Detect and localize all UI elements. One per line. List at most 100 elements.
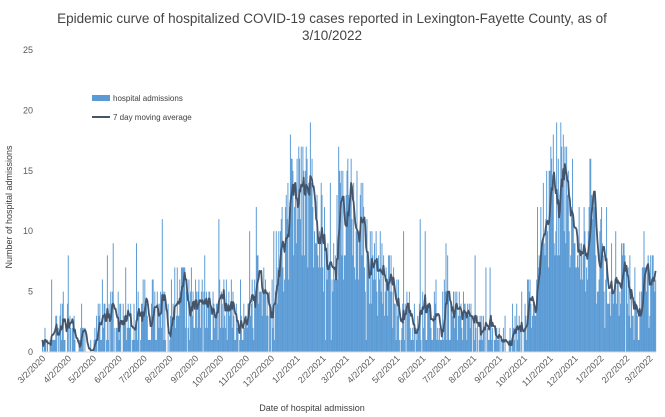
bar-admissions [401,327,403,352]
bar-admissions [616,303,618,352]
bar-admissions [153,315,155,352]
bar-admissions [223,279,225,352]
bar-admissions [239,339,241,352]
bar-admissions [602,255,604,352]
bar-admissions [149,339,151,352]
bar-admissions [595,255,597,352]
bar-admissions [306,158,308,352]
bar-admissions [106,255,108,352]
bar-admissions [533,303,535,352]
bar-admissions [128,327,130,352]
bar-admissions [253,339,255,352]
bar-admissions [525,315,527,352]
bar-admissions [631,291,633,352]
bar-admissions [179,279,181,352]
bar-admissions [632,315,634,352]
bar-admissions [379,231,381,352]
bar-admissions [67,255,69,352]
bar-admissions [319,267,321,352]
bar-admissions [171,327,173,352]
bar-admissions [411,339,413,352]
bar-admissions [248,303,250,352]
bar-admissions [219,279,221,352]
bar-admissions [509,327,511,352]
bar-admissions [403,231,405,352]
bar-admissions [383,255,385,352]
bar-admissions [408,291,410,352]
bar-admissions [470,303,472,352]
bar-admissions [560,122,562,352]
bar-admissions [324,339,326,352]
bar-admissions [517,327,519,352]
bar-admissions [593,194,595,352]
bar-admissions [175,327,177,352]
bar-admissions [227,303,229,352]
bar-admissions [274,291,276,352]
bar-admissions [141,303,142,352]
bar-admissions [278,231,280,352]
bar-admissions [175,315,177,352]
bar-admissions [629,255,631,352]
bar-admissions [352,255,354,352]
bar-admissions [599,231,601,352]
bar-admissions [259,291,261,352]
bar-admissions [237,327,239,352]
moving-average-line-group [41,162,657,352]
bar-admissions [546,170,548,352]
bar-admissions [188,279,190,352]
bar-admissions [487,339,489,352]
bar-admissions [262,291,264,352]
bar-admissions [586,279,588,352]
bar-admissions [648,327,650,352]
bar-admissions [346,170,348,352]
bar-admissions [637,339,639,352]
bar-admissions [280,219,282,352]
bar-admissions [512,327,514,352]
bar-admissions [406,291,408,352]
bar-admissions [552,134,554,352]
bar-admissions [532,315,534,352]
bar-admissions [480,339,482,352]
bar-admissions [562,134,564,352]
bar-admissions [263,267,265,352]
bar-admissions [315,243,317,352]
bar-admissions [344,255,345,352]
bar-admissions [607,303,609,352]
bar-admissions [214,327,216,352]
bar-admissions [329,267,331,352]
bar-admissions [102,327,104,352]
bar-admissions [617,279,619,352]
bar-admissions [388,255,390,352]
bar-admissions [229,315,231,352]
bar-admissions [558,255,560,352]
bar-admissions [468,303,470,352]
bar-admissions [551,158,553,352]
bar-admissions [103,303,105,352]
bar-admissions [81,303,83,352]
bar-admissions [653,279,655,352]
bar-admissions [274,339,276,352]
bar-admissions [201,279,203,352]
bar-admissions [245,315,247,352]
bar-admissions [90,339,92,352]
bar-admissions [112,243,114,352]
bar-admissions [457,315,459,352]
bar-admissions [349,207,350,352]
bar-admissions [235,339,236,352]
bar-admissions [483,327,485,352]
bar-admissions [634,267,636,352]
bar-admissions [259,291,261,352]
bar-admissions [582,255,584,352]
bar-admissions [146,315,148,352]
bar-admissions [402,303,404,352]
bar-admissions [418,327,420,352]
bar-admissions [111,291,113,352]
bar-admissions [264,279,266,352]
bar-admissions [531,327,533,352]
bar-admissions [114,327,116,352]
bar-admissions [434,303,436,352]
bar-admissions [610,315,612,352]
bar-admissions [428,303,430,352]
bar-admissions [583,207,585,352]
